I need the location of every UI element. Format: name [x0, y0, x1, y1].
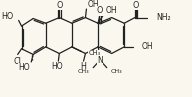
- Text: CH₃: CH₃: [78, 69, 89, 74]
- Text: HO: HO: [19, 63, 30, 72]
- Text: HO: HO: [2, 12, 14, 21]
- Text: CH₃: CH₃: [88, 51, 100, 56]
- Text: OH: OH: [87, 0, 99, 9]
- Text: CH₃: CH₃: [111, 69, 122, 74]
- Text: O: O: [97, 6, 103, 15]
- Text: HO: HO: [52, 62, 63, 71]
- Text: NH₂: NH₂: [156, 13, 171, 22]
- Text: OH: OH: [142, 42, 153, 51]
- Text: OH: OH: [106, 6, 118, 15]
- Text: H: H: [81, 62, 86, 71]
- Text: Cl: Cl: [14, 57, 22, 66]
- Text: N: N: [97, 56, 103, 65]
- Text: O: O: [56, 1, 63, 10]
- Text: O: O: [133, 1, 139, 10]
